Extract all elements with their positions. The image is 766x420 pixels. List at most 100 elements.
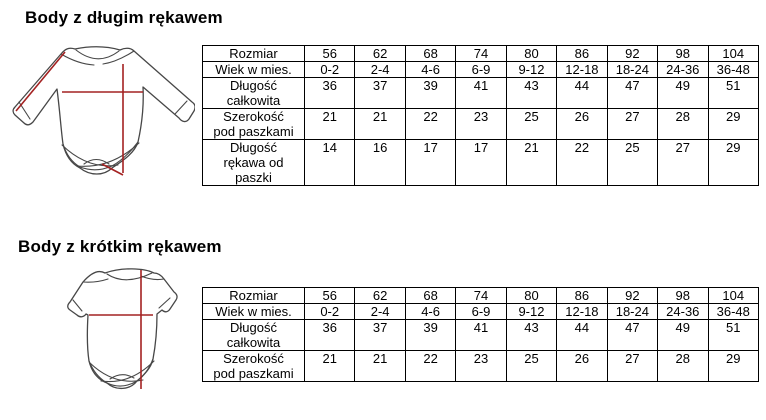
cell-value: 21 (303, 108, 356, 140)
long-sleeve-bodysuit-diagram (12, 46, 195, 176)
cell-value: 43 (505, 319, 558, 351)
cell-value: 6-9 (455, 303, 507, 320)
cell-value: 41 (455, 77, 507, 109)
cell-value: 44 (556, 319, 608, 351)
table-row: Długość całkowita 36 37 39 41 43 44 47 49 51 (202, 319, 759, 351)
cell-value: 29 (707, 139, 759, 186)
size-table-long-sleeve: Rozmiar 56 62 68 74 80 86 92 98 104 Wiek w mies. 0-… (202, 45, 759, 186)
cell-value: 27 (606, 108, 659, 140)
row-label: Szerokość pod paszkami (202, 350, 305, 382)
cell-value: 2-4 (354, 303, 406, 320)
cell-value: 80 (505, 287, 558, 304)
crotch-snap-flap (89, 360, 155, 383)
row-label: Długość całkowita (202, 77, 305, 109)
cell-value: 104 (707, 45, 759, 62)
cell-value: 49 (657, 319, 709, 351)
cell-value: 17 (455, 139, 507, 186)
cell-value: 0-2 (303, 303, 356, 320)
cell-value: 24-36 (657, 303, 709, 320)
cell-value: 18-24 (606, 61, 659, 78)
cell-value: 27 (606, 350, 659, 382)
cell-value: 37 (354, 319, 406, 351)
cell-value: 56 (303, 287, 356, 304)
cell-value: 36 (303, 77, 356, 109)
cell-value: 21 (354, 350, 406, 382)
section-title-long-sleeve: Body z długim rękawem (25, 8, 223, 27)
table-row: Szerokość pod paszkami 21 21 22 23 25 26 27 28 29 (202, 108, 759, 140)
cell-value: 68 (404, 287, 457, 304)
table-row: Rozmiar 56 62 68 74 80 86 92 98 104 (202, 287, 759, 304)
row-label: Długość rękawa od paszki (202, 139, 305, 186)
cell-value: 9-12 (505, 303, 558, 320)
sleeve-length-line (15, 51, 66, 112)
cell-value: 12-18 (556, 61, 608, 78)
cell-value: 80 (505, 45, 558, 62)
row-label: Szerokość pod paszkami (202, 108, 305, 140)
cell-value: 12-18 (556, 303, 608, 320)
measurement-lines (15, 51, 143, 176)
table-row: Długość całkowita 36 37 39 41 43 44 47 49 51 (202, 77, 759, 109)
cell-value: 28 (657, 108, 709, 140)
cell-value: 25 (505, 350, 558, 382)
cell-value: 62 (354, 45, 406, 62)
cell-value: 4-6 (404, 303, 457, 320)
cell-value: 25 (606, 139, 659, 186)
cell-value: 51 (707, 319, 759, 351)
row-label: Wiek w mies. (202, 303, 305, 320)
crotch-measure-line (101, 163, 124, 176)
cell-value: 4-6 (404, 61, 457, 78)
cell-value: 49 (657, 77, 709, 109)
cell-value: 43 (505, 77, 558, 109)
cell-value: 0-2 (303, 61, 356, 78)
cell-value: 98 (657, 287, 709, 304)
cell-value: 44 (556, 77, 608, 109)
cell-value: 16 (354, 139, 406, 186)
size-table-short-sleeve: Rozmiar 56 62 68 74 80 86 92 98 104 Wiek w mies. 0-… (202, 287, 759, 382)
cell-value: 92 (606, 45, 659, 62)
cell-value: 29 (707, 108, 759, 140)
cell-value: 9-12 (505, 61, 558, 78)
cell-value: 47 (606, 77, 659, 109)
cell-value: 6-9 (455, 61, 507, 78)
left-shoulder-flap (60, 53, 95, 66)
table-row: Rozmiar 56 62 68 74 80 86 92 98 104 (202, 45, 759, 62)
cell-value: 21 (505, 139, 558, 186)
cell-value: 23 (455, 108, 507, 140)
short-sleeve-bodysuit-diagram (67, 268, 178, 390)
cell-value: 2-4 (354, 61, 406, 78)
cell-value: 27 (657, 139, 709, 186)
section-title-short-sleeve: Body z krótkim rękawem (18, 237, 222, 256)
cell-value: 56 (303, 45, 356, 62)
cell-value: 26 (556, 350, 608, 382)
cell-value: 22 (556, 139, 608, 186)
cell-value: 41 (455, 319, 507, 351)
row-label: Rozmiar (202, 45, 305, 62)
cell-value: 21 (303, 350, 356, 382)
cell-value: 37 (354, 77, 406, 109)
collar-line (106, 272, 153, 281)
bodysuit-outline (67, 268, 178, 390)
left-cuff (72, 299, 83, 312)
table-row: Wiek w mies. 0-2 2-4 4-6 6-9 9-12 12-18 18-24 24… (202, 61, 759, 78)
left-shoulder-flap (82, 278, 109, 283)
bodysuit-outline (12, 46, 195, 175)
cell-value: 39 (404, 77, 457, 109)
cell-value: 74 (455, 45, 507, 62)
table-row: Szerokość pod paszkami 21 21 22 23 25 26 27 28 29 (202, 350, 759, 382)
cell-value: 24-36 (657, 61, 709, 78)
cell-value: 92 (606, 287, 659, 304)
cell-value: 36-48 (707, 303, 759, 320)
cell-value: 17 (404, 139, 457, 186)
cell-value: 104 (707, 287, 759, 304)
table-row: Wiek w mies. 0-2 2-4 4-6 6-9 9-12 12-18 18-24 24… (202, 303, 759, 320)
cell-value: 36-48 (707, 61, 759, 78)
cell-value: 86 (556, 45, 608, 62)
cell-value: 98 (657, 45, 709, 62)
cell-value: 14 (303, 139, 356, 186)
row-label: Długość całkowita (202, 319, 305, 351)
cell-value: 36 (303, 319, 356, 351)
cell-value: 74 (455, 287, 507, 304)
cell-value: 68 (404, 45, 457, 62)
cell-value: 25 (505, 108, 558, 140)
